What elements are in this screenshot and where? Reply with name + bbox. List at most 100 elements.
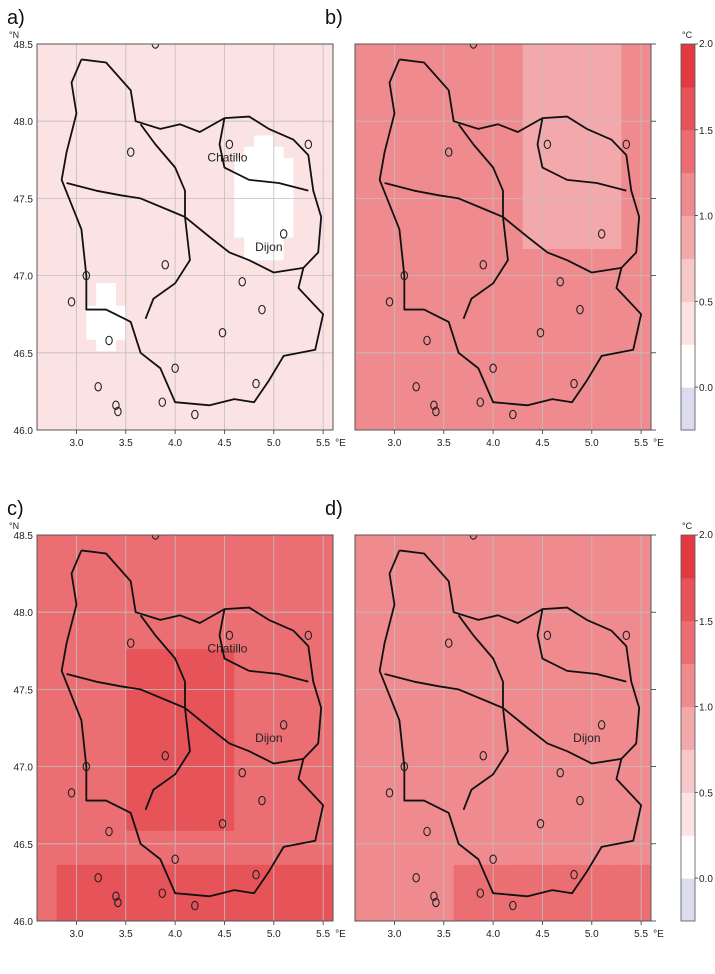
temperature-field bbox=[355, 44, 651, 430]
colorbar-tick-label: 0.5 bbox=[699, 297, 713, 308]
colorbar-swatch bbox=[681, 387, 695, 431]
colorbar-swatch bbox=[681, 792, 695, 836]
station-marker bbox=[597, 229, 606, 239]
station-marker bbox=[556, 768, 564, 778]
panel-label: a) bbox=[7, 7, 25, 29]
colorbar-tick-label: 2.0 bbox=[699, 530, 713, 541]
colorbar-swatch bbox=[681, 86, 695, 131]
lon-tick-label: 4.0 bbox=[486, 438, 500, 449]
lon-tick-label: 3.5 bbox=[437, 929, 451, 940]
lon-tick-label: 3.0 bbox=[388, 438, 402, 449]
colorbar-swatch bbox=[681, 835, 695, 879]
colorbar-frame bbox=[680, 43, 696, 431]
region-border bbox=[60, 58, 325, 407]
station-marker bbox=[94, 873, 102, 883]
panel-label: d) bbox=[325, 498, 343, 520]
colorbar-swatch bbox=[681, 215, 695, 259]
department-border bbox=[502, 216, 622, 274]
lat-tick-label: 46.5 bbox=[14, 840, 34, 851]
colorbar-tick-label: 2.0 bbox=[699, 39, 713, 50]
map-panel: Chatillo Dijon c) 3.0 3.5 4.0 4.5 5.0 5.5 °E 46.0 4… bbox=[7, 498, 346, 940]
map-panel: Dijon d) 3.0 3.5 4.0 4.5 5.0 5.5 °E bbox=[325, 498, 664, 940]
lat-tick-label: 46.0 bbox=[14, 426, 34, 437]
station-marker bbox=[304, 139, 313, 150]
station-marker bbox=[570, 869, 578, 880]
station-marker bbox=[432, 406, 440, 417]
station-marker bbox=[536, 327, 545, 338]
station-marker bbox=[67, 788, 76, 798]
colorbar-tick-label: 1.5 bbox=[699, 617, 713, 628]
station-marker bbox=[385, 788, 394, 798]
station-marker bbox=[161, 260, 170, 270]
lat-tick-label: 48.5 bbox=[14, 531, 34, 542]
department-border bbox=[66, 182, 186, 218]
station-marker bbox=[412, 873, 420, 883]
lon-tick-label: 4.0 bbox=[168, 438, 182, 449]
colorbar-swatch bbox=[681, 129, 695, 174]
lon-unit: °E bbox=[653, 929, 664, 940]
department-border bbox=[218, 117, 309, 192]
lon-tick-label: 3.5 bbox=[119, 929, 133, 940]
station-marker bbox=[509, 409, 517, 420]
colorbar-unit: °C bbox=[682, 30, 693, 40]
lon-tick-label: 5.5 bbox=[634, 929, 648, 940]
station-marker bbox=[479, 751, 488, 761]
station-marker bbox=[543, 139, 552, 150]
department-border bbox=[536, 117, 627, 192]
station-marker bbox=[171, 854, 179, 864]
station-marker bbox=[536, 818, 545, 829]
lon-tick-label: 5.0 bbox=[267, 438, 281, 449]
lon-tick-label: 5.5 bbox=[316, 438, 330, 449]
station-marker bbox=[82, 761, 91, 772]
colorbar: 0.0 0.5 1.0 1.5 2.0 °C bbox=[680, 521, 713, 922]
station-marker bbox=[225, 630, 234, 641]
station-marker bbox=[67, 297, 76, 307]
station-marker bbox=[105, 826, 113, 837]
lon-tick-label: 5.5 bbox=[634, 438, 648, 449]
station-marker bbox=[218, 818, 227, 829]
lat-tick-label: 47.0 bbox=[14, 272, 34, 283]
station-marker bbox=[556, 277, 564, 287]
town-label: Dijon bbox=[573, 731, 600, 745]
station-marker bbox=[151, 535, 160, 540]
station-marker bbox=[151, 44, 160, 49]
station-marker bbox=[423, 826, 431, 837]
department-border bbox=[218, 608, 309, 683]
station-marker bbox=[112, 400, 120, 411]
lat-tick-label: 47.0 bbox=[14, 763, 34, 774]
colorbar-frame bbox=[680, 534, 696, 922]
department-border bbox=[536, 608, 627, 683]
lat-unit: °N bbox=[9, 30, 19, 40]
department-border bbox=[384, 182, 504, 218]
station-marker bbox=[576, 795, 584, 806]
department-border bbox=[66, 673, 186, 709]
lon-unit: °E bbox=[335, 438, 346, 449]
colorbar-swatch bbox=[681, 620, 695, 665]
panel-label: c) bbox=[7, 498, 24, 520]
station-marker bbox=[509, 900, 517, 911]
panel-frame bbox=[36, 43, 334, 431]
station-marker bbox=[476, 888, 485, 898]
town-label: Chatillo bbox=[207, 150, 247, 164]
lon-tick-label: 4.5 bbox=[218, 929, 232, 940]
colorbar-swatch bbox=[681, 749, 695, 793]
lat-tick-label: 47.5 bbox=[14, 685, 34, 696]
station-marker bbox=[161, 751, 170, 761]
station-marker bbox=[476, 397, 485, 407]
station-marker bbox=[105, 335, 113, 346]
station-marker bbox=[622, 139, 631, 150]
lon-tick-label: 5.0 bbox=[267, 929, 281, 940]
lon-tick-label: 3.0 bbox=[388, 929, 402, 940]
region-border bbox=[378, 58, 643, 407]
station-marker bbox=[622, 630, 631, 641]
colorbar-swatch bbox=[681, 344, 695, 388]
station-marker bbox=[489, 363, 497, 373]
lon-tick-label: 3.0 bbox=[70, 438, 84, 449]
station-marker bbox=[279, 229, 288, 239]
colorbar-tick-label: 0.0 bbox=[699, 874, 713, 885]
region-border bbox=[378, 549, 643, 898]
department-border bbox=[502, 707, 622, 765]
station-marker bbox=[479, 260, 488, 270]
station-marker bbox=[279, 720, 288, 730]
